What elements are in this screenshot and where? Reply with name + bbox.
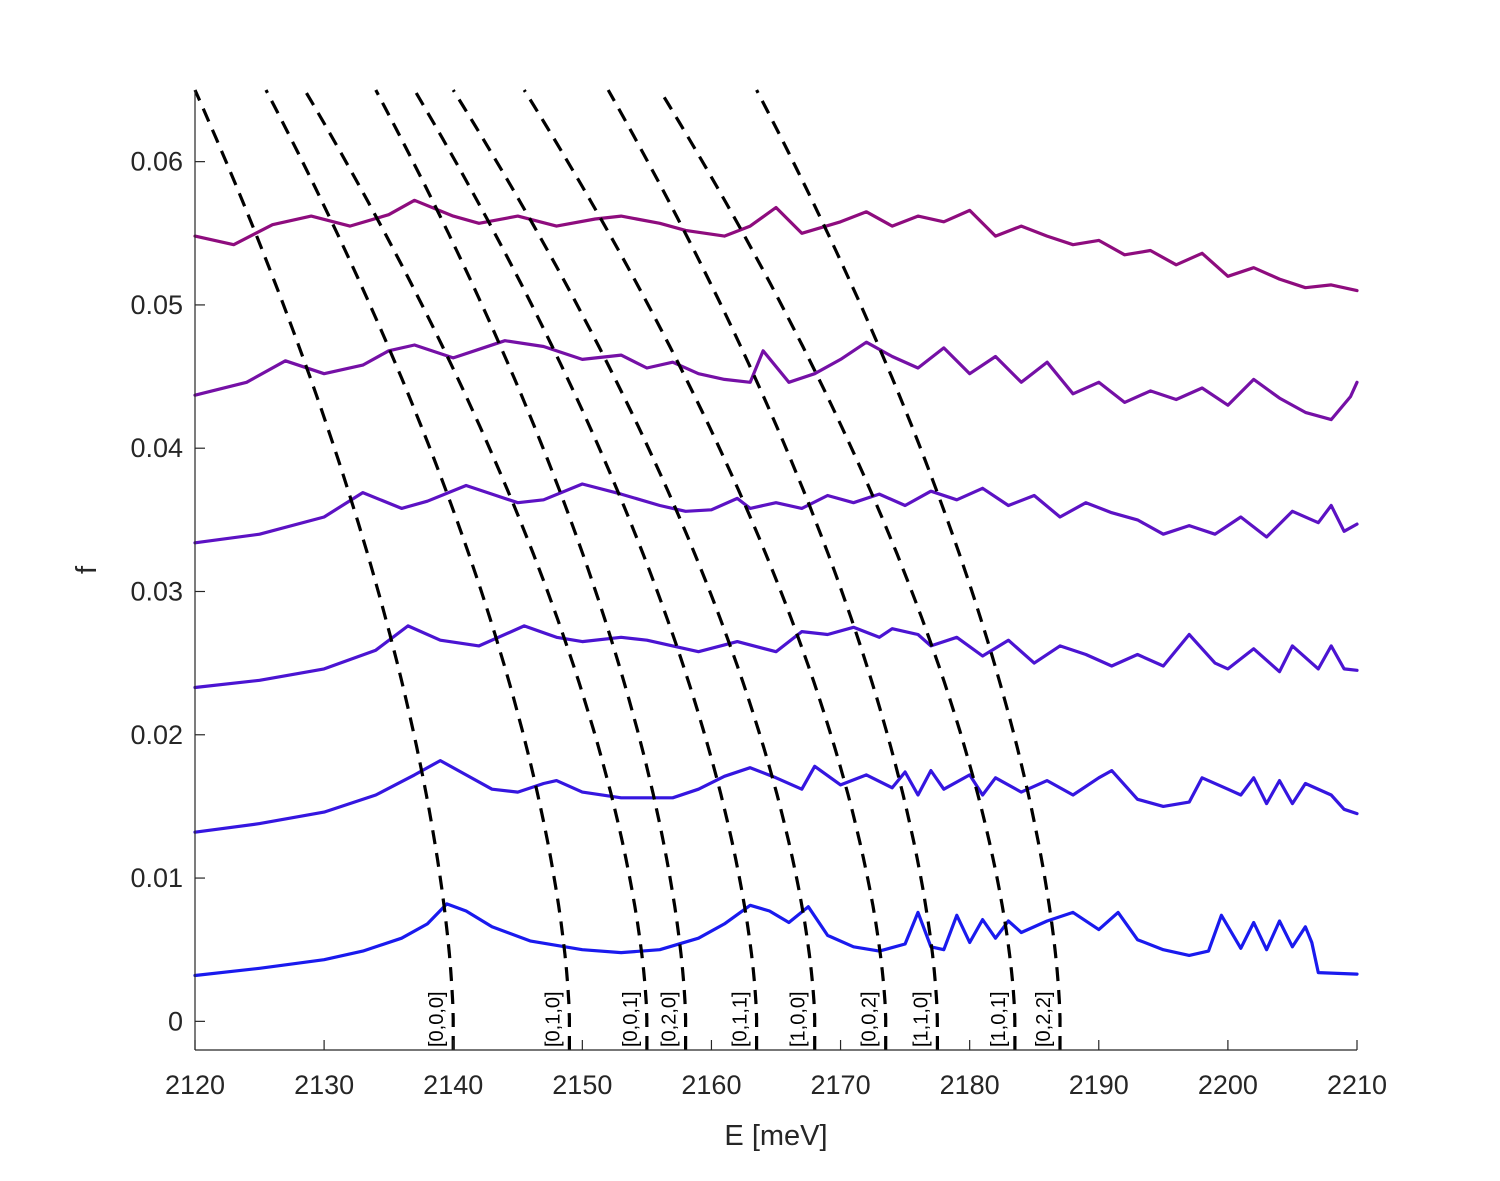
dashed-curve-7 — [522, 89, 888, 1050]
dashed-curve-2 — [264, 89, 571, 1050]
y-tick-label: 0.04 — [130, 433, 183, 463]
y-tick-label: 0.01 — [130, 863, 183, 893]
y-tick-label: 0.06 — [130, 147, 183, 177]
mode-label-7: [0,0,2] — [859, 991, 881, 1047]
dashed-curve-3 — [303, 89, 649, 1050]
y-axis-label: f — [71, 565, 103, 574]
x-tick-label: 2140 — [423, 1070, 483, 1100]
annotation-labels-layer: [0,0,0] [0,1,0] [0,0,1] [0,2,0] [0,1,1] [1,0,… — [426, 991, 1055, 1047]
series-line-5 — [193, 339, 1359, 422]
mode-label-4: [0,2,0] — [659, 991, 681, 1047]
x-tick-label: 2160 — [681, 1070, 741, 1100]
mode-label-2: [0,1,0] — [542, 991, 564, 1047]
mode-label-5: [0,1,1] — [730, 991, 752, 1047]
series-layer — [193, 198, 1359, 978]
x-tick-label: 2120 — [165, 1070, 225, 1100]
dashed-curve-5 — [413, 89, 759, 1050]
dashed-curve-9 — [658, 89, 1017, 1050]
dashed-curve-4 — [374, 89, 688, 1050]
series-line-4 — [193, 482, 1359, 545]
dashed-curve-8 — [606, 89, 939, 1050]
mode-label-10: [0,2,2] — [1033, 991, 1055, 1047]
series-line-1 — [193, 902, 1359, 978]
dashed-curves-layer — [193, 89, 1062, 1050]
y-tick-label: 0.03 — [130, 576, 183, 606]
dashed-curve-6 — [451, 89, 817, 1050]
mode-label-6: [1,0,0] — [788, 991, 810, 1047]
mode-label-1: [0,0,0] — [426, 991, 448, 1047]
series-line-6 — [193, 198, 1359, 293]
x-tick-label: 2150 — [552, 1070, 612, 1100]
y-tick-label: 0.02 — [130, 720, 183, 750]
x-tick-label: 2180 — [940, 1070, 1000, 1100]
x-axis-label: E [meV] — [724, 1120, 827, 1152]
series-line-3 — [193, 624, 1359, 690]
axes-layer: 2120 2130 2140 2150 2160 2170 2180 2190 2200 2210… — [130, 90, 1387, 1100]
x-tick-label: 2190 — [1069, 1070, 1129, 1100]
x-tick-label: 2200 — [1198, 1070, 1258, 1100]
y-tick-label: 0 — [168, 1006, 183, 1036]
y-tick-label: 0.05 — [130, 290, 183, 320]
mode-label-3: [0,0,1] — [620, 991, 642, 1047]
x-tick-label: 2130 — [294, 1070, 354, 1100]
dashed-curve-10 — [755, 89, 1062, 1050]
mode-label-9: [1,0,1] — [988, 991, 1010, 1047]
x-tick-label: 2170 — [811, 1070, 871, 1100]
mode-label-8: [1,1,0] — [910, 991, 932, 1047]
x-tick-label: 2210 — [1327, 1070, 1387, 1100]
series-line-2 — [193, 759, 1359, 834]
dashed-curve-1 — [193, 89, 455, 1050]
